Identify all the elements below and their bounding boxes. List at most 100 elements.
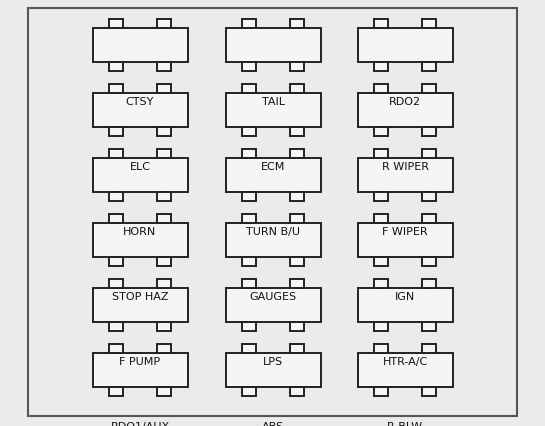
Bar [109, 322, 123, 331]
Bar [374, 322, 388, 331]
Bar [358, 158, 452, 192]
Bar [242, 192, 256, 201]
Bar [157, 257, 171, 266]
Bar [226, 223, 320, 257]
Bar [422, 257, 436, 266]
Text: R WIPER: R WIPER [382, 162, 428, 172]
Bar [157, 127, 171, 136]
Bar [422, 19, 436, 28]
Text: ABS: ABS [262, 422, 284, 426]
Bar [374, 127, 388, 136]
Bar [290, 149, 304, 158]
Bar [290, 127, 304, 136]
Bar [290, 279, 304, 288]
Bar [290, 322, 304, 331]
Bar [109, 84, 123, 93]
Bar [242, 149, 256, 158]
Bar [358, 353, 452, 387]
Bar [93, 28, 187, 62]
Bar [28, 8, 517, 416]
Bar [226, 28, 320, 62]
Bar [374, 84, 388, 93]
Bar [109, 192, 123, 201]
Bar [374, 344, 388, 353]
Text: IGN: IGN [395, 292, 415, 302]
Bar [374, 192, 388, 201]
Bar [93, 288, 187, 322]
Bar [157, 387, 171, 396]
Bar [358, 223, 452, 257]
Bar [422, 322, 436, 331]
Bar [290, 19, 304, 28]
Bar [109, 279, 123, 288]
Bar [157, 84, 171, 93]
Bar [242, 127, 256, 136]
Text: GAUGES: GAUGES [250, 292, 296, 302]
Bar [109, 62, 123, 71]
Text: F PUMP: F PUMP [119, 357, 161, 367]
Bar [242, 214, 256, 223]
Text: HORN: HORN [123, 227, 156, 237]
Bar [358, 28, 452, 62]
Bar [422, 387, 436, 396]
Bar [358, 288, 452, 322]
Bar [358, 93, 452, 127]
Bar [157, 279, 171, 288]
Bar [374, 387, 388, 396]
Bar [422, 192, 436, 201]
Bar [422, 127, 436, 136]
Bar [290, 257, 304, 266]
Bar [374, 279, 388, 288]
Bar [93, 223, 187, 257]
Bar [109, 19, 123, 28]
Bar [374, 19, 388, 28]
Bar [242, 84, 256, 93]
Bar [226, 353, 320, 387]
Bar [226, 158, 320, 192]
Bar [374, 62, 388, 71]
Text: F WIPER: F WIPER [382, 227, 428, 237]
Bar [157, 344, 171, 353]
Text: ECM: ECM [261, 162, 285, 172]
Bar [109, 387, 123, 396]
Bar [290, 214, 304, 223]
Bar [290, 62, 304, 71]
Bar [109, 344, 123, 353]
Text: HTR-A/C: HTR-A/C [383, 357, 428, 367]
Text: TAIL: TAIL [262, 97, 284, 107]
Bar [157, 192, 171, 201]
Bar [93, 353, 187, 387]
Bar [93, 158, 187, 192]
Bar [374, 149, 388, 158]
Bar [157, 19, 171, 28]
Bar [422, 62, 436, 71]
Bar [242, 344, 256, 353]
Text: R BLW: R BLW [387, 422, 422, 426]
Bar [290, 344, 304, 353]
Text: TURN B/U: TURN B/U [246, 227, 300, 237]
Bar [242, 279, 256, 288]
Bar [109, 149, 123, 158]
Bar [422, 84, 436, 93]
Text: LPS: LPS [263, 357, 283, 367]
Bar [422, 344, 436, 353]
Bar [242, 19, 256, 28]
Bar [242, 62, 256, 71]
Bar [226, 288, 320, 322]
Bar [422, 279, 436, 288]
Bar [290, 387, 304, 396]
Bar [157, 62, 171, 71]
Bar [290, 192, 304, 201]
Bar [242, 387, 256, 396]
Text: RDO2: RDO2 [389, 97, 421, 107]
Bar [374, 214, 388, 223]
Text: RDO1/AUX: RDO1/AUX [111, 422, 169, 426]
Bar [422, 149, 436, 158]
Bar [157, 214, 171, 223]
Bar [109, 214, 123, 223]
Bar [242, 257, 256, 266]
Bar [290, 84, 304, 93]
Bar [242, 322, 256, 331]
Bar [109, 127, 123, 136]
Text: STOP HAZ: STOP HAZ [112, 292, 168, 302]
